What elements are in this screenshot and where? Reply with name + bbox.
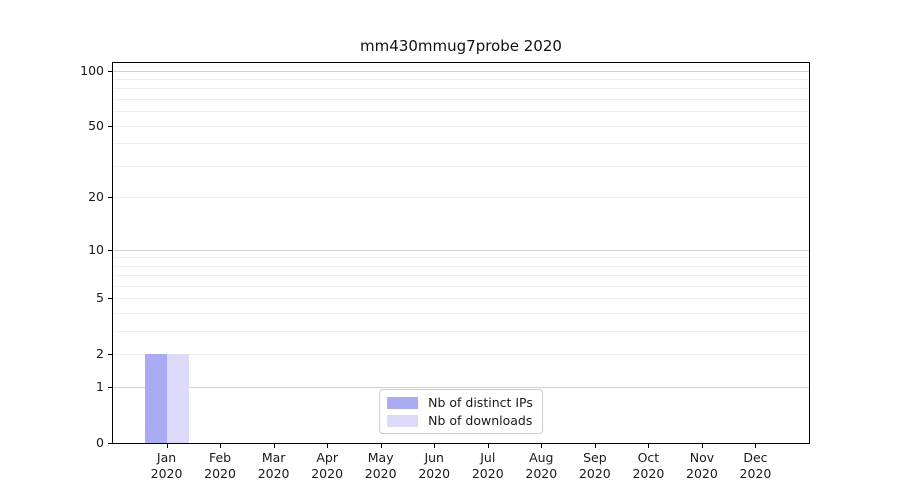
y-tick-label: 100 [80, 62, 104, 78]
y-tick-mark [108, 249, 112, 251]
minor-gridline [113, 275, 809, 277]
y-tick-mark [108, 197, 112, 199]
y-tick-mark [108, 387, 112, 389]
x-tick-label-jun: Jun 2020 [418, 450, 451, 481]
downloads-swatch [387, 414, 419, 427]
chart-title: mm430mmug7probe 2020 [360, 37, 562, 55]
minor-gridline [113, 257, 809, 259]
x-tick-mark [273, 444, 275, 448]
x-tick-label-oct: Oct 2020 [632, 450, 665, 481]
y-tick-mark [108, 354, 112, 356]
minor-gridline [113, 165, 809, 167]
minor-gridline [113, 354, 809, 356]
bar-distinct-ips-jan [144, 354, 167, 443]
x-tick-mark [541, 444, 543, 448]
y-tick-label: 5 [96, 290, 104, 306]
x-tick-label-sep: Sep 2020 [578, 450, 611, 481]
y-tick-mark [108, 443, 112, 444]
x-tick-label-feb: Feb 2020 [204, 450, 236, 481]
major-gridline [113, 387, 809, 389]
legend-label-downloads: Nb of downloads [428, 413, 533, 428]
minor-gridline [113, 313, 809, 315]
legend-row-downloads: Nb of downloads [387, 413, 533, 428]
x-tick-mark [434, 444, 436, 448]
minor-gridline [113, 88, 809, 90]
minor-gridline [113, 143, 809, 145]
x-tick-mark [594, 444, 596, 448]
x-tick-label-jan: Jan 2020 [150, 450, 183, 481]
minor-gridline [113, 197, 809, 199]
x-tick-label-jul: Jul 2020 [471, 450, 504, 481]
x-tick-label-mar: Mar 2020 [257, 450, 290, 481]
minor-gridline [113, 331, 809, 333]
plot-area: Nb of distinct IPs Nb of downloads [112, 62, 810, 444]
minor-gridline [113, 99, 809, 101]
minor-gridline [113, 79, 809, 81]
x-tick-label-dec: Dec 2020 [739, 450, 772, 481]
x-tick-label-apr: Apr 2020 [311, 450, 344, 481]
y-tick-mark [108, 125, 112, 127]
x-tick-mark [648, 444, 650, 448]
minor-gridline [113, 265, 809, 267]
major-gridline [113, 70, 809, 72]
x-tick-label-aug: Aug 2020 [525, 450, 558, 481]
y-tick-label: 10 [88, 241, 104, 257]
minor-gridline [113, 285, 809, 287]
y-tick-label: 1 [96, 379, 104, 395]
x-tick-label-may: May 2020 [364, 450, 397, 481]
legend: Nb of distinct IPs Nb of downloads [379, 389, 543, 434]
x-tick-mark [166, 444, 168, 448]
y-tick-label: 50 [88, 117, 104, 133]
x-tick-mark [755, 444, 757, 448]
legend-row-distinct-ips: Nb of distinct IPs [387, 395, 533, 410]
bar-downloads-jan [166, 354, 189, 443]
x-tick-mark [487, 444, 489, 448]
x-tick-mark [220, 444, 222, 448]
x-tick-mark [327, 444, 329, 448]
x-tick-mark [701, 444, 703, 448]
x-tick-label-nov: Nov 2020 [686, 450, 718, 481]
major-gridline [113, 249, 809, 251]
y-tick-label: 2 [96, 346, 104, 362]
legend-label-distinct-ips: Nb of distinct IPs [428, 395, 533, 410]
minor-gridline [113, 125, 809, 127]
y-tick-label: 0 [96, 435, 104, 450]
y-tick-mark [108, 298, 112, 300]
distinct-ips-swatch [387, 396, 419, 409]
minor-gridline [113, 111, 809, 113]
minor-gridline [113, 298, 809, 300]
y-tick-label: 20 [88, 189, 104, 205]
x-tick-mark [380, 444, 382, 448]
y-tick-mark [108, 70, 112, 72]
